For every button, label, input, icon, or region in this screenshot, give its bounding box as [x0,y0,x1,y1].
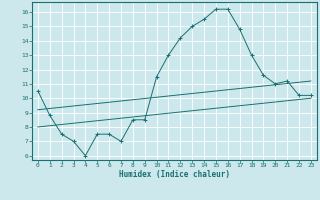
X-axis label: Humidex (Indice chaleur): Humidex (Indice chaleur) [119,170,230,179]
